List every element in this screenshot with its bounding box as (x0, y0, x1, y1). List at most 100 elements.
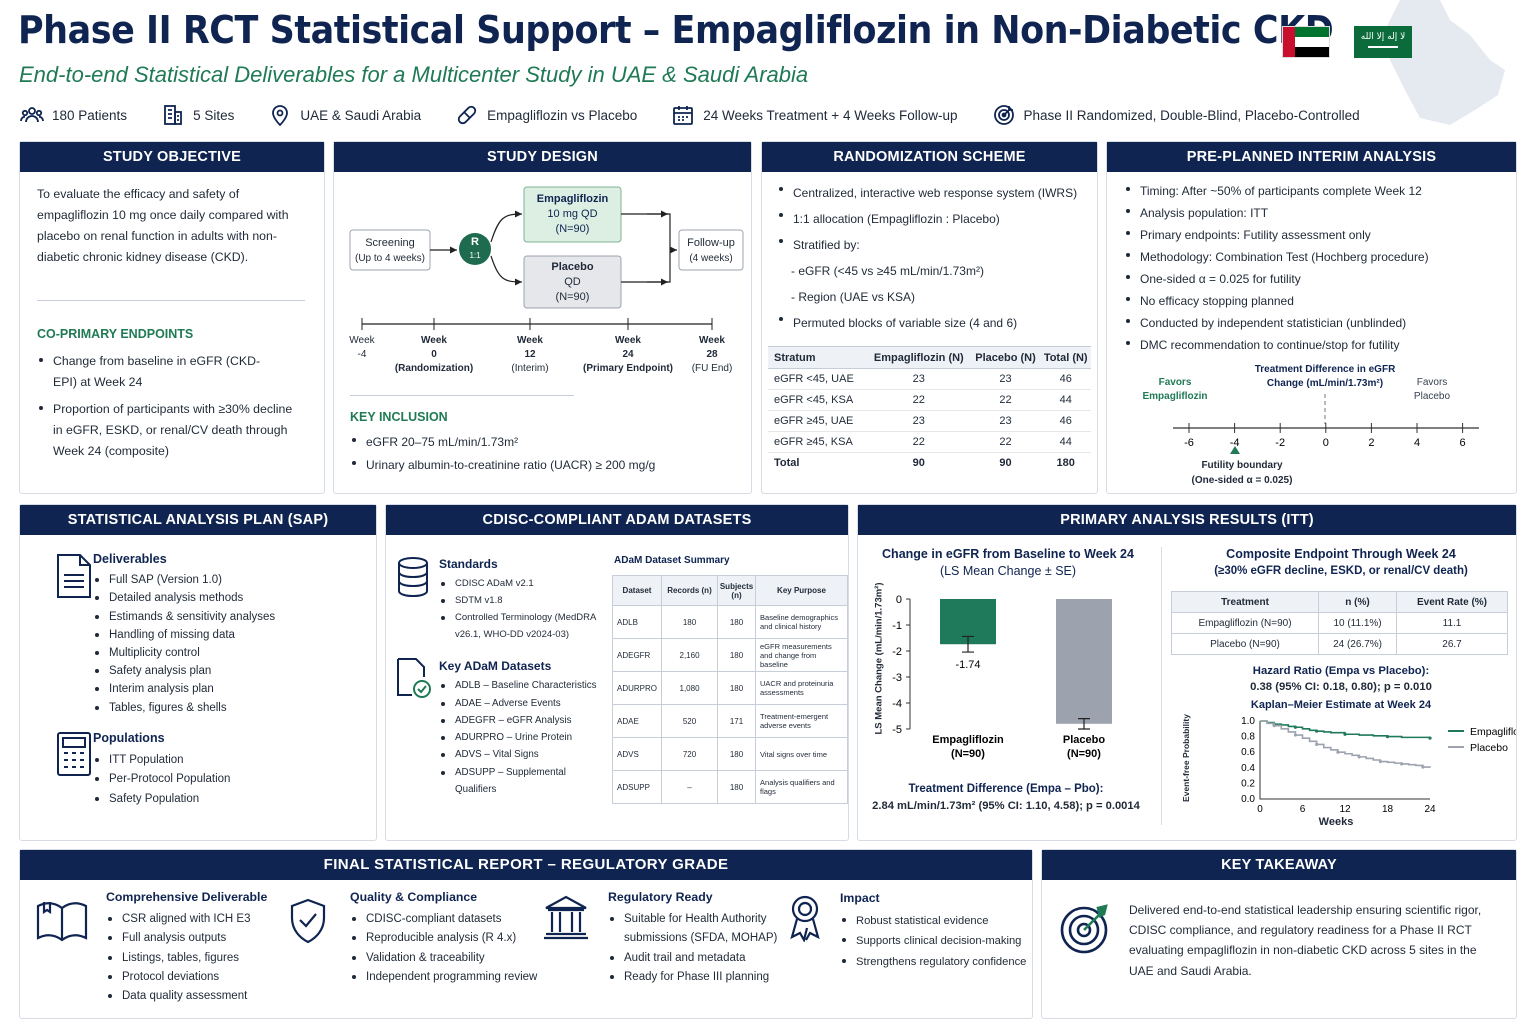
endpoints-title: CO-PRIMARY ENDPOINTS (37, 327, 194, 341)
y-tick-label: -3 (892, 672, 902, 684)
futility-sub: (One-sided α = 0.025) (1191, 475, 1293, 486)
table-cell: 23 (912, 415, 925, 427)
list-item: ADAE – Adverse Events (439, 695, 609, 712)
censor-mark (1293, 733, 1298, 737)
list-item: Detailed analysis methods (93, 589, 275, 607)
table-cell: eGFR <45, KSA (774, 394, 854, 406)
table-cell: 44 (1059, 394, 1072, 406)
panel-header: STUDY OBJECTIVE (20, 142, 324, 172)
panel-header: FINAL STATISTICAL REPORT – REGULATORY GR… (20, 850, 1032, 880)
endpoint-item: Proportion of participants with ≥30% dec… (37, 399, 302, 462)
x-tick-label: 24 (1424, 804, 1436, 815)
table-cell: eGFR ≥45, UAE (774, 415, 854, 427)
list-item: Reproducible analysis (R 4.x) (350, 929, 550, 948)
inclusion-item: Urinary albumin-to-creatinine ratio (UAC… (350, 454, 740, 477)
panel-header: RANDOMIZATION SCHEME (762, 142, 1097, 172)
region-map-icon (1385, 0, 1505, 125)
list-item: Full SAP (Version 1.0) (93, 571, 275, 589)
error-bar (1078, 718, 1090, 730)
km-title: Kaplan–Meier Estimate at Week 24 (1250, 699, 1432, 711)
hazard-ratio-value: 0.38 (95% CI: 0.18, 0.80); p = 0.010 (1250, 681, 1432, 693)
rand-sub-item: - eGFR (<45 vs ≥45 mL/min/1.73m²) (791, 264, 984, 278)
axis-tick-label: 6 (1460, 437, 1466, 449)
ksa-flag-icon: لا إله إلا الله (1354, 26, 1412, 58)
table-cell: 180 (1056, 457, 1075, 470)
table-cell: 24 (26.7%) (1318, 633, 1398, 655)
axis-tick-label: -4 (1230, 437, 1240, 449)
table-row: ADEGFR 2,160 180 eGFR measurements and chan… (611, 638, 848, 672)
table-cell: 2,160 (661, 638, 719, 672)
table-cell: 90 (999, 457, 1012, 470)
bar-chart-ylabel: LS Mean Change (mL/min/1.73m²) (873, 582, 885, 735)
interim-bullet: Conducted by independent statistician (u… (1124, 312, 1509, 334)
table-cell: ADURPRO (611, 671, 663, 705)
book-icon (36, 902, 88, 942)
list-item: Independent programming review (350, 968, 550, 987)
list-item: ITT Population (93, 751, 230, 771)
rand-bullet: Centralized, interactive web response sy… (777, 180, 1092, 206)
panel-header: KEY TAKEAWAY (1042, 850, 1516, 880)
objective-text: To evaluate the efficacy and safety of e… (37, 187, 289, 264)
y-tick-label: 0.8 (1241, 732, 1255, 743)
adam-panel: CDISC-COMPLIANT ADAM DATASETS Standards … (385, 504, 849, 841)
interim-axis: -6 -4 -2 0 2 4 6 (1173, 394, 1479, 454)
table-row: ADURPRO 1,080 180 UACR and proteinuria asse… (611, 671, 848, 705)
y-tick-label: -1 (892, 620, 902, 632)
censor-mark (1293, 725, 1298, 729)
censor-mark (1428, 736, 1432, 740)
axis-tick-label: -2 (1275, 437, 1285, 449)
y-tick-label: 0.2 (1241, 778, 1255, 789)
database-icon (398, 557, 428, 597)
table-header-row: Stratum Empagliflozin (N) Placebo (N) To… (768, 346, 1091, 369)
table-row: eGFR ≥45, UAE 23 23 46 (768, 411, 1091, 432)
study-design-panel: STUDY DESIGN Screening (Up to 4 weeks) R… (333, 141, 752, 494)
inclusion-title: KEY INCLUSION (350, 410, 448, 424)
rand-bullet: Permuted blocks of variable size (4 and … (777, 310, 1092, 336)
y-tick-label: 0.0 (1241, 794, 1255, 805)
target-arrow-icon (1060, 904, 1108, 954)
list-item: Safety Population (93, 790, 230, 810)
panel-header: PRIMARY ANALYSIS RESULTS (ITT) (858, 505, 1516, 535)
location-pin-icon (272, 105, 289, 127)
list-item: CDISC-compliant datasets (350, 910, 550, 929)
favors-empa-label: Favors Empagliflozin (1142, 377, 1208, 402)
list-item: Controlled Terminology (MedDRA v26.1, WH… (439, 609, 609, 643)
shield-check-icon (290, 898, 326, 944)
table-cell: 22 (912, 394, 925, 406)
table-cell: ADLB (611, 605, 663, 639)
axis-tick-label: 2 (1368, 437, 1374, 449)
km-axes (1259, 721, 1430, 800)
censor-mark (1421, 765, 1425, 769)
list-item: CDISC ADaM v2.1 (439, 575, 609, 592)
y-tick-label: -2 (892, 646, 902, 658)
x-tick-label: 0 (1257, 804, 1263, 815)
empa-arm-n: (N=90) (555, 223, 590, 235)
document-icon (57, 554, 91, 598)
table-cell: 180 (661, 605, 719, 639)
data-label: -1.74 (955, 659, 980, 671)
fact-phase: Phase II Randomized, Double-Blind, Place… (992, 103, 1360, 127)
treatment-diff-title: Treatment Difference (Empa – Pbo): (908, 783, 1104, 795)
table-row: Empagliflozin (N=90) 10 (11.1%) 11.1 (1170, 612, 1508, 634)
table-cell: ADVS (611, 737, 663, 771)
composite-table: Treatment n (%) Event Rate (%) Empaglifl… (1170, 591, 1508, 655)
table-cell: 46 (1059, 415, 1072, 427)
interim-bullet: No efficacy stopping planned (1124, 290, 1509, 312)
axis-tick-label: 4 (1414, 437, 1420, 449)
table-cell: eGFR ≥45, KSA (774, 436, 853, 448)
table-cell: 44 (1059, 436, 1072, 448)
table-header-row: Dataset Records (n) Subjects (n) Key Pur… (611, 575, 848, 606)
list-item: Supports clinical decision-making (840, 931, 1030, 951)
rand-bullet: Stratified by: (777, 232, 1092, 258)
screening-sub: (Up to 4 weeks) (354, 253, 426, 264)
list-item: Per-Protocol Population (93, 770, 230, 790)
table-cell: eGFR measurements and change from baseli… (755, 638, 848, 672)
y-tick-label: -5 (892, 724, 902, 736)
panel-header: CDISC-COMPLIANT ADAM DATASETS (386, 505, 848, 535)
randomize-label: R (471, 236, 479, 248)
table-cell: 22 (912, 436, 925, 448)
bar-placebo (1056, 599, 1112, 724)
rand-sub-item: - Region (UAE vs KSA) (791, 290, 916, 304)
favors-placebo-label: Favors Placebo (1413, 377, 1451, 402)
standards-title: Standards (439, 557, 498, 571)
